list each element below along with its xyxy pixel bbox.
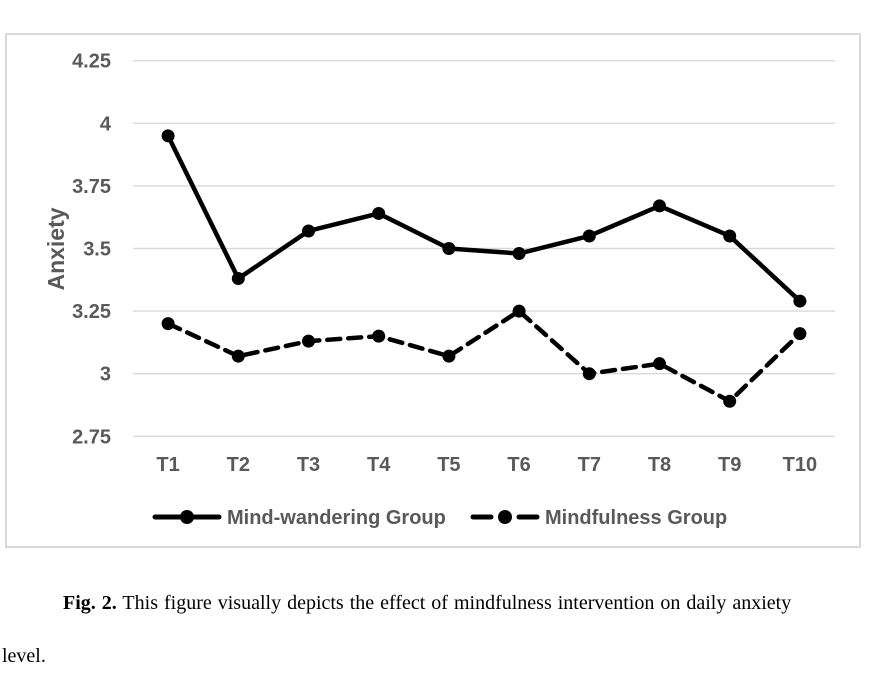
data-point-mindfulness-group-t8 bbox=[653, 357, 666, 371]
x-tick-label: T5 bbox=[437, 454, 460, 476]
anxiety-line-chart-panel: 4.25 4 3.75 3.5 3.25 3 2.75 T1 T2 T3 T4 T5 T6 T7 T8 T9 T… bbox=[5, 33, 861, 548]
data-point-mind-wandering-group-t3 bbox=[302, 224, 315, 238]
y-tick-label: 3.25 bbox=[72, 301, 111, 323]
x-tick-label: T1 bbox=[156, 454, 179, 476]
data-point-mind-wandering-group-t5 bbox=[442, 242, 456, 255]
y-tick-label: 4 bbox=[100, 113, 112, 135]
data-point-mindfulness-group-t2 bbox=[231, 349, 245, 363]
y-tick-label: 3.5 bbox=[83, 239, 111, 261]
legend-label-0: Mind-wandering Group bbox=[227, 507, 446, 529]
x-tick-label: T3 bbox=[297, 454, 320, 476]
data-point-mind-wandering-group-t10 bbox=[793, 294, 807, 308]
x-tick-label: T8 bbox=[648, 454, 671, 476]
data-point-mind-wandering-group-t8 bbox=[653, 199, 666, 213]
figure-caption-text: This figure visually depicts the effect … bbox=[122, 592, 792, 614]
x-tick-label: T7 bbox=[578, 454, 601, 476]
data-point-mindfulness-group-t10 bbox=[793, 327, 807, 341]
y-tick-label: 3.75 bbox=[72, 176, 111, 198]
data-point-mind-wandering-group-t9 bbox=[723, 229, 737, 243]
x-tick-label: T6 bbox=[507, 454, 530, 476]
x-tick-label: T4 bbox=[367, 454, 391, 476]
legend-swatch-marker bbox=[180, 510, 194, 524]
y-tick-label: 2.75 bbox=[72, 426, 111, 448]
data-point-mindfulness-group-t5 bbox=[442, 349, 456, 363]
series-line-1 bbox=[165, 308, 803, 404]
figure-caption-line2: level. bbox=[2, 645, 46, 667]
data-point-mindfulness-group-t7 bbox=[582, 367, 596, 381]
data-point-mind-wandering-group-t4 bbox=[372, 206, 386, 220]
data-point-mind-wandering-group-t6 bbox=[512, 247, 526, 261]
y-tick-label: 4.25 bbox=[72, 51, 111, 73]
data-point-mindfulness-group-t3 bbox=[302, 334, 315, 348]
x-tick-label: T2 bbox=[227, 454, 250, 476]
data-point-mindfulness-group-t4 bbox=[372, 329, 386, 343]
data-point-mindfulness-group-t1 bbox=[161, 317, 175, 331]
y-tick-label: 3 bbox=[100, 364, 111, 386]
figure-caption-line1: Fig. 2. This figure visually depicts the… bbox=[63, 593, 791, 613]
chart-svg: 4.25 4 3.75 3.5 3.25 3 2.75 T1 T2 T3 T4 T5 T6 T7 T8 T9 T… bbox=[43, 51, 835, 529]
data-point-mind-wandering-group-t7 bbox=[582, 229, 596, 243]
legend-label-1: Mindfulness Group bbox=[545, 507, 727, 529]
data-point-mindfulness-group-t9 bbox=[723, 394, 737, 408]
data-point-mindfulness-group-t6 bbox=[512, 304, 526, 318]
y-axis-title: Anxiety bbox=[43, 207, 69, 290]
data-point-mind-wandering-group-t2 bbox=[231, 272, 245, 286]
figure-caption-label: Fig. 2. bbox=[63, 592, 117, 614]
series-line-0 bbox=[165, 133, 803, 304]
legend-swatch-marker bbox=[498, 510, 512, 524]
data-point-mind-wandering-group-t1 bbox=[161, 129, 175, 143]
x-tick-label: T9 bbox=[718, 454, 741, 476]
x-tick-label: T10 bbox=[783, 454, 817, 476]
